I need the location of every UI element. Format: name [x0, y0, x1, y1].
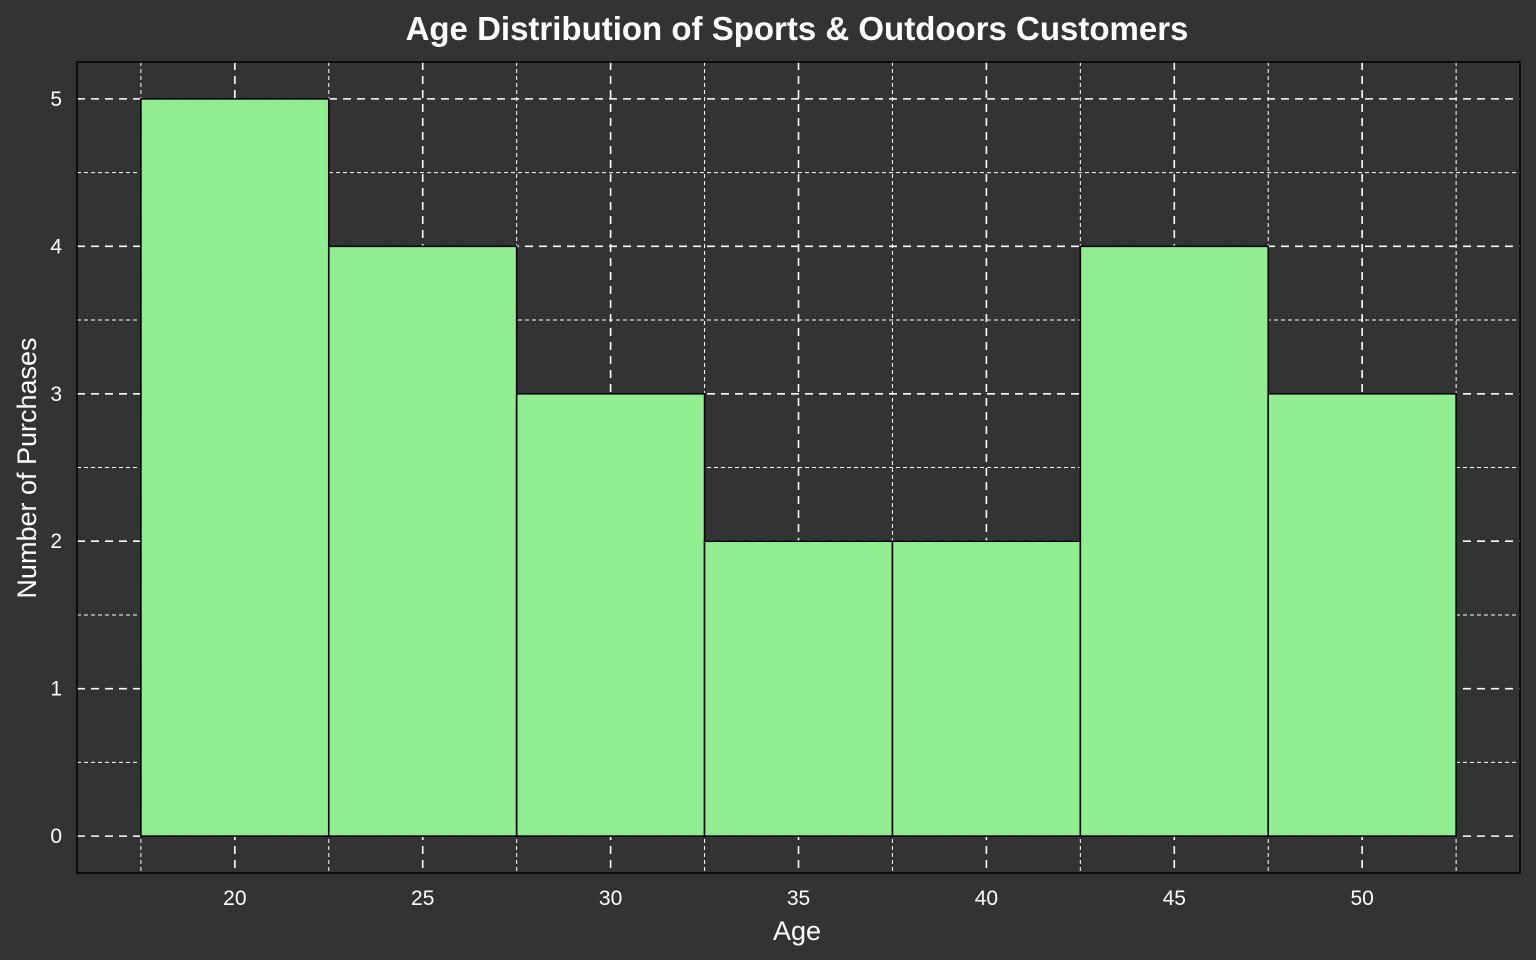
histogram-bar-35 [703, 540, 894, 837]
x-tick-label: 20 [223, 887, 246, 910]
y-tick-label: 4 [50, 235, 62, 258]
x-axis-label: Age [773, 916, 821, 946]
histogram-bar-30 [515, 392, 706, 837]
histogram-bar-25 [327, 245, 518, 837]
x-tick-label: 35 [787, 887, 810, 910]
x-tick-label: 30 [599, 887, 622, 910]
y-axis-label: Number of Purchases [12, 337, 42, 598]
y-tick-label: 5 [50, 88, 62, 111]
x-tick-label: 45 [1163, 887, 1186, 910]
y-axis-ticks: 0 1 2 3 4 5 [50, 88, 62, 848]
x-tick-label: 40 [975, 887, 998, 910]
histogram-bar-20 [140, 98, 330, 837]
y-tick-label: 1 [50, 678, 62, 701]
histogram-bar-40 [891, 540, 1082, 837]
y-tick-label: 0 [50, 825, 62, 848]
histogram-bar-45 [1079, 245, 1270, 837]
x-tick-label: 50 [1350, 887, 1373, 910]
bars [140, 98, 1457, 837]
y-tick-label: 3 [50, 383, 62, 406]
chart-title: Age Distribution of Sports & Outdoors Cu… [406, 10, 1189, 47]
y-tick-label: 2 [50, 530, 62, 553]
x-axis-ticks: 20 25 30 35 40 45 50 [223, 887, 1374, 910]
x-tick-label: 25 [411, 887, 434, 910]
plot-panel-border [76, 61, 1521, 874]
histogram-bar-50 [1267, 392, 1457, 837]
